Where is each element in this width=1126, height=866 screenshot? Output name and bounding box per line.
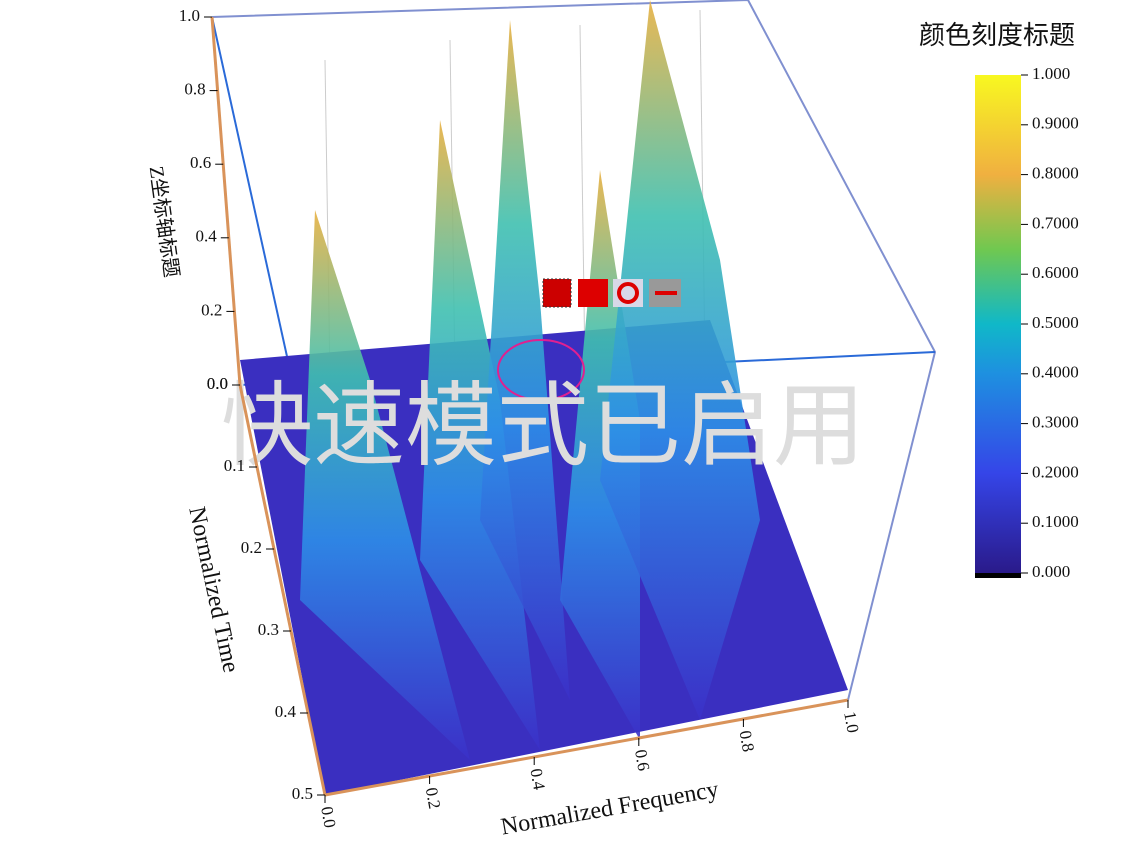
z-tick-label: 0.0 (207, 374, 228, 393)
colorbar-tick-label: 0.1000 (1032, 512, 1079, 531)
colorbar-tick-label: 0.2000 (1032, 462, 1079, 481)
z-tick-label: 0.6 (190, 153, 211, 172)
x-tick-label: 0.0 (317, 805, 339, 829)
overlay-text: 快速模式已启用 (221, 372, 865, 479)
x-tick-label: 0.2 (422, 786, 444, 810)
z-tick-label: 1.0 (179, 6, 200, 25)
z-axis-label: Z坐标轴标题 (145, 165, 183, 279)
colorbar-tick-label: 0.6000 (1032, 263, 1079, 282)
z-tick-label: 0.8 (184, 80, 205, 99)
z-axis (210, 16, 242, 386)
y-tick-label: 0.0 (207, 374, 228, 393)
x-tick-label: 0.8 (736, 729, 758, 753)
colorbar-tick-label: 0.8000 (1032, 164, 1079, 183)
y-tick-label: 0.2 (241, 538, 262, 557)
x-axis (324, 698, 849, 797)
z-tick-label: 0.4 (196, 227, 218, 246)
y-tick-label: 0.5 (292, 784, 313, 803)
colorbar-tick-label: 0.5000 (1032, 313, 1079, 332)
x-tick-label: 0.6 (631, 748, 653, 772)
x-tick-label: 0.4 (526, 767, 548, 792)
y-tick-label: 0.3 (258, 620, 279, 639)
colorbar-tick-label: 0.4000 (1032, 363, 1079, 382)
colorbar-tick-label: 0.3000 (1032, 413, 1079, 432)
y-axis-label: Normalized Time (183, 504, 244, 674)
y-tick-label: 0.4 (275, 702, 297, 721)
colorbar-title: 颜色刻度标题 (919, 21, 1075, 50)
colorbar-tick-label: 0.7000 (1032, 213, 1079, 232)
surface (240, 0, 848, 795)
colorbar-tick-label: 1.000 (1032, 64, 1070, 83)
colorbar-tick-label: 0.000 (1032, 562, 1070, 581)
x-tick-label: 1.0 (840, 710, 862, 734)
colorbar-under (975, 573, 1021, 578)
colorbar-tick-label: 0.9000 (1032, 114, 1079, 133)
colorbar (975, 75, 1021, 573)
y-tick-label: 0.1 (224, 456, 245, 475)
toolbar[interactable] (497, 278, 681, 401)
z-tick-label: 0.2 (201, 300, 222, 319)
y-axis (238, 384, 327, 796)
